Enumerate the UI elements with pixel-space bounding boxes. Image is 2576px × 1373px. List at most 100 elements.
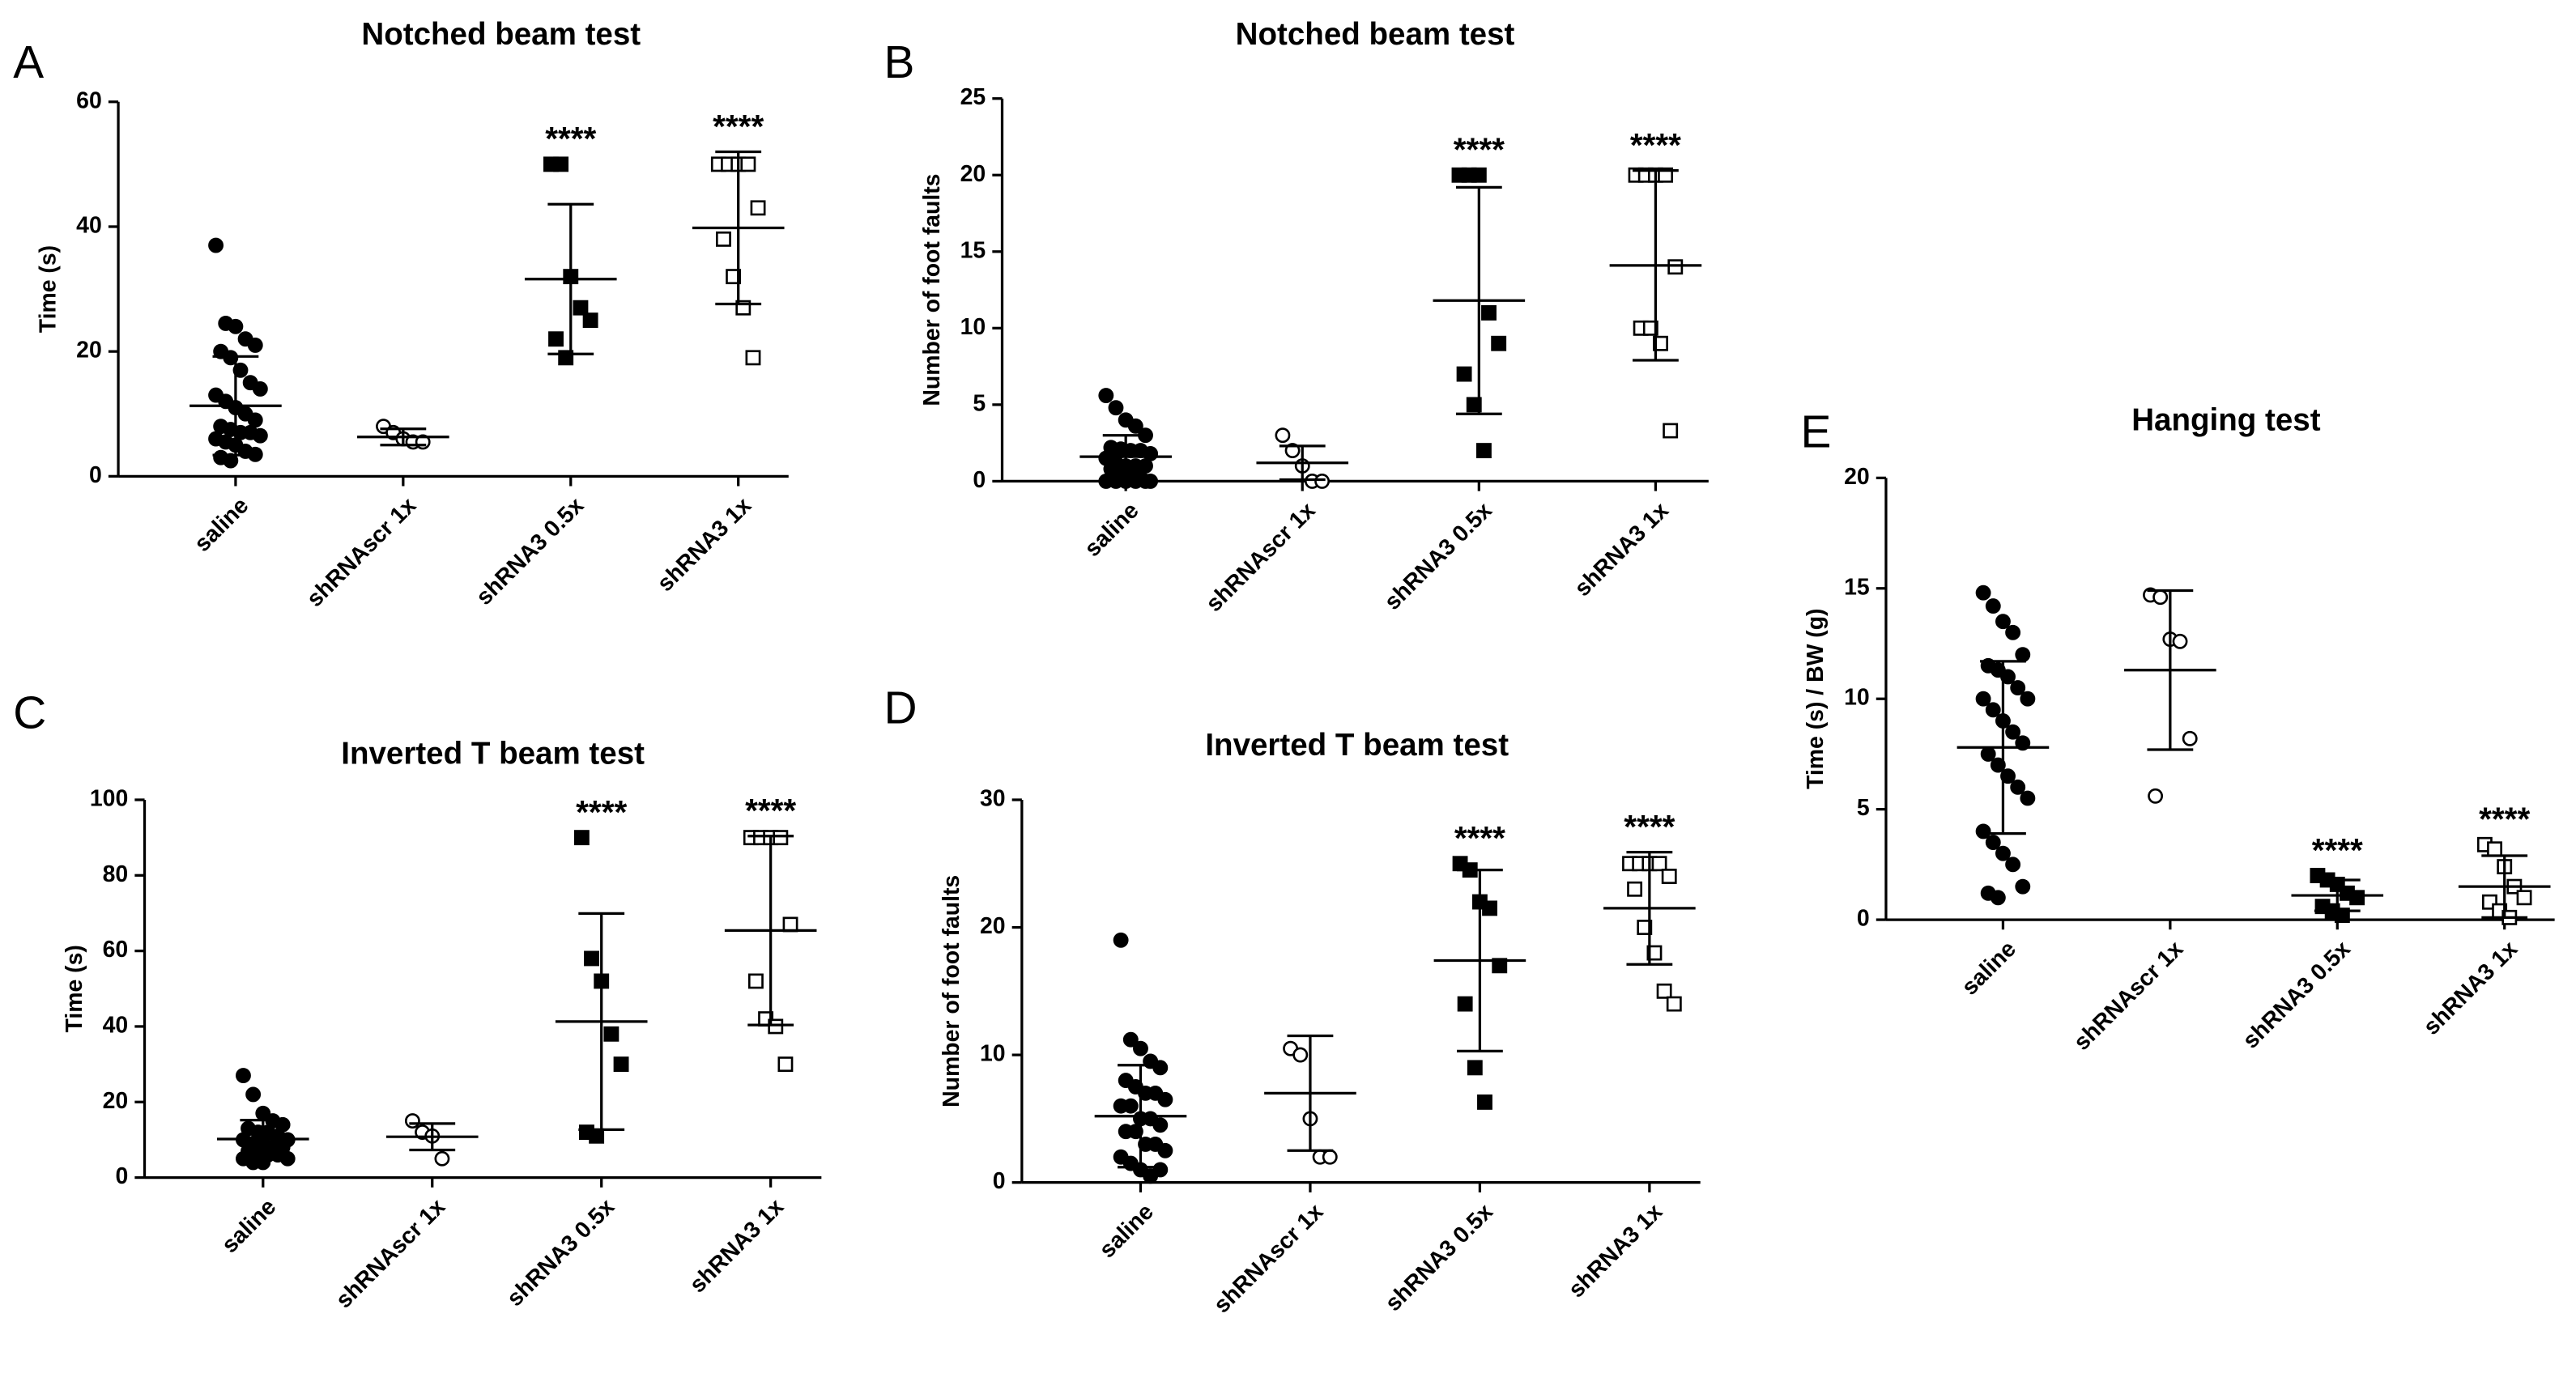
data-point bbox=[1491, 335, 1507, 351]
x-tick-label: shRNAscr 1x bbox=[1201, 497, 1321, 617]
data-point bbox=[404, 1113, 420, 1129]
data-point bbox=[2152, 589, 2169, 606]
data-point bbox=[1103, 450, 1119, 466]
x-tick-label: shRNA3 1x bbox=[684, 1194, 789, 1299]
data-point bbox=[1275, 427, 1291, 444]
data-point bbox=[1985, 598, 2001, 614]
data-point bbox=[589, 1128, 605, 1144]
data-point bbox=[2015, 647, 2031, 663]
panel-letter: D bbox=[884, 682, 917, 733]
significance: **** bbox=[545, 120, 596, 157]
data-point bbox=[2020, 691, 2036, 707]
y-axis-label: Number of foot faults bbox=[939, 875, 964, 1107]
data-point bbox=[1661, 869, 1677, 884]
data-point bbox=[1471, 167, 1487, 183]
data-point bbox=[1663, 423, 1679, 439]
panel: C Inverted T beam test Time (s) 0 20 40 60 80 10… bbox=[13, 688, 822, 1313]
x-tick-label: saline bbox=[217, 1194, 282, 1259]
data-point bbox=[1143, 445, 1159, 461]
data-point bbox=[2010, 779, 2026, 795]
data-point bbox=[1113, 932, 1129, 948]
data-point bbox=[208, 237, 224, 253]
significance: **** bbox=[1624, 808, 1675, 845]
panel-letter: C bbox=[13, 688, 46, 739]
data-point bbox=[613, 1056, 629, 1073]
y-tick-label: 0 bbox=[1857, 906, 1870, 932]
data-point bbox=[1322, 1149, 1338, 1165]
data-point bbox=[1152, 1117, 1169, 1133]
data-point bbox=[747, 973, 764, 989]
data-point bbox=[1656, 983, 1672, 999]
data-point bbox=[1985, 835, 2001, 851]
data-point bbox=[2020, 790, 2036, 806]
data-point bbox=[726, 269, 742, 285]
data-point bbox=[1456, 366, 1472, 382]
data-point bbox=[1108, 400, 1124, 416]
y-tick-label: 40 bbox=[103, 1012, 129, 1038]
x-tick-label: shRNA3 0.5x bbox=[502, 1194, 620, 1312]
y-tick-label: 60 bbox=[76, 87, 102, 113]
y-tick-label: 25 bbox=[960, 84, 986, 110]
x-tick-label: shRNA3 0.5x bbox=[2238, 936, 2356, 1054]
y-tick-label: 10 bbox=[980, 1041, 1006, 1067]
data-point bbox=[1138, 458, 1153, 474]
significance: **** bbox=[745, 792, 796, 829]
panel: B Notched beam test Number of foot faults 0… bbox=[884, 17, 1709, 617]
panel: E Hanging test Time (s) / BW (g) 0 5 10 15 20 sa… bbox=[1800, 403, 2555, 1056]
data-point bbox=[2005, 857, 2021, 873]
y-tick-label: 20 bbox=[980, 913, 1006, 939]
data-point bbox=[1990, 890, 2006, 906]
data-point bbox=[1627, 881, 1643, 897]
data-point bbox=[1995, 845, 2011, 861]
data-point bbox=[2487, 841, 2502, 857]
data-point bbox=[1653, 335, 1668, 351]
data-point bbox=[236, 1068, 251, 1084]
data-point bbox=[1138, 473, 1153, 489]
data-point bbox=[1985, 702, 2001, 718]
y-tick-label: 80 bbox=[103, 861, 129, 887]
data-point bbox=[1667, 259, 1684, 275]
data-point bbox=[1492, 958, 1508, 974]
y-tick-label: 5 bbox=[973, 390, 986, 416]
x-tick-label: shRNAscr 1x bbox=[302, 492, 422, 612]
data-point bbox=[434, 1150, 450, 1167]
data-point bbox=[1457, 996, 1473, 1012]
data-point bbox=[247, 338, 263, 353]
chart-title: Inverted T beam test bbox=[341, 736, 645, 771]
significance: **** bbox=[713, 108, 764, 145]
data-point bbox=[1481, 304, 1497, 321]
data-point bbox=[2000, 768, 2016, 784]
significance: **** bbox=[1630, 126, 1681, 164]
y-tick-label: 40 bbox=[76, 212, 102, 238]
chart-title: Notched beam test bbox=[1236, 17, 1515, 52]
y-tick-label: 0 bbox=[115, 1163, 128, 1189]
data-point bbox=[768, 1018, 784, 1035]
data-point bbox=[252, 380, 268, 397]
significance: **** bbox=[576, 793, 627, 831]
x-tick-label: shRNAscr 1x bbox=[2069, 936, 2189, 1056]
x-tick-label: saline bbox=[1956, 936, 2021, 1001]
y-tick-label: 0 bbox=[993, 1168, 1006, 1194]
data-point bbox=[1467, 1060, 1483, 1076]
x-tick-label: saline bbox=[1094, 1199, 1159, 1264]
data-point bbox=[745, 350, 761, 366]
y-tick-label: 15 bbox=[960, 237, 986, 263]
data-point bbox=[1666, 996, 1682, 1012]
y-tick-label: 0 bbox=[973, 467, 986, 493]
chart-title: Hanging test bbox=[2131, 403, 2321, 438]
data-point bbox=[1975, 691, 1991, 707]
y-axis-label: Time (s) bbox=[62, 945, 87, 1032]
data-point bbox=[740, 156, 756, 172]
data-point bbox=[573, 300, 589, 316]
significance: **** bbox=[2479, 801, 2530, 838]
data-point bbox=[1990, 757, 2006, 773]
x-tick-label: shRNA3 1x bbox=[2418, 936, 2523, 1040]
x-tick-label: shRNA3 1x bbox=[652, 492, 756, 597]
data-point bbox=[1122, 1098, 1139, 1114]
data-point bbox=[773, 830, 789, 846]
data-point bbox=[2010, 680, 2026, 696]
data-point bbox=[1152, 1060, 1169, 1076]
panel-letter: B bbox=[884, 37, 914, 88]
